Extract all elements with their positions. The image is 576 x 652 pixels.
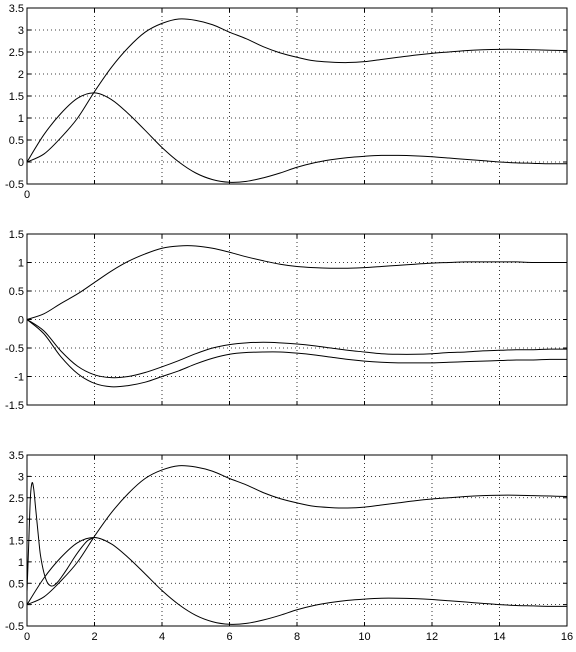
axes-middle: -1.5 -1 -0.5 0 0.5 1 1.5 <box>5 229 568 412</box>
y-tick-label: 1 <box>18 557 24 569</box>
y-tick-label: 0.5 <box>9 286 24 298</box>
x-tick-label: 12 <box>426 631 438 643</box>
y-tick-label: -0.5 <box>5 621 24 633</box>
x-tick-label: 0 <box>24 189 30 201</box>
y-tick-label: 3 <box>18 25 24 37</box>
y-tick-label: 2.5 <box>9 47 24 59</box>
y-tick-label: -1 <box>14 372 24 384</box>
x-tick-label: 10 <box>358 631 370 643</box>
x-tick-label: 2 <box>91 631 97 643</box>
series-line-1 <box>26 18 568 163</box>
y-tick-label: 1.5 <box>9 536 24 548</box>
axes-bottom: -0.500.511.522.533.50 2 4 6 8 10 12 14 16 <box>5 450 573 643</box>
series-line-2 <box>26 92 568 183</box>
y-tick-label: -1.5 <box>5 400 24 412</box>
x-tick-label: 16 <box>561 631 573 643</box>
x-tick-label: 0 <box>24 631 30 643</box>
y-tick-label: 3.5 <box>9 450 24 462</box>
y-tick-label: 1 <box>18 258 24 270</box>
y-tick-label: 3.5 <box>9 3 24 15</box>
y-tick-label: -0.5 <box>5 343 24 355</box>
series-line-3 <box>26 319 568 388</box>
y-tick-label: -0.5 <box>5 179 24 191</box>
series-line-2 <box>26 537 568 625</box>
y-tick-label: 2 <box>18 69 24 81</box>
axes-top: -0.500.511.522.533.50 <box>5 3 568 201</box>
y-tick-label: 0.5 <box>9 135 24 147</box>
y-tick-label: 3 <box>18 471 24 483</box>
y-tick-label: 2.5 <box>9 493 24 505</box>
y-tick-label: 2 <box>18 514 24 526</box>
y-tick-label: 0.5 <box>9 578 24 590</box>
y-tick-label: 1.5 <box>9 229 24 241</box>
x-tick-label: 4 <box>159 631 165 643</box>
x-tick-label: 6 <box>226 631 232 643</box>
x-tick-label: 8 <box>294 631 300 643</box>
y-tick-label: 0 <box>18 157 24 169</box>
series-line-1 <box>26 465 568 606</box>
series-line-2 <box>26 319 568 379</box>
y-tick-label: 0 <box>18 315 24 327</box>
y-tick-label: 0 <box>18 600 24 612</box>
x-tick-label: 14 <box>493 631 505 643</box>
series-line-1 <box>26 245 567 320</box>
series-line-3 <box>26 481 95 592</box>
y-tick-label: 1.5 <box>9 91 24 103</box>
y-tick-label: 1 <box>18 113 24 125</box>
